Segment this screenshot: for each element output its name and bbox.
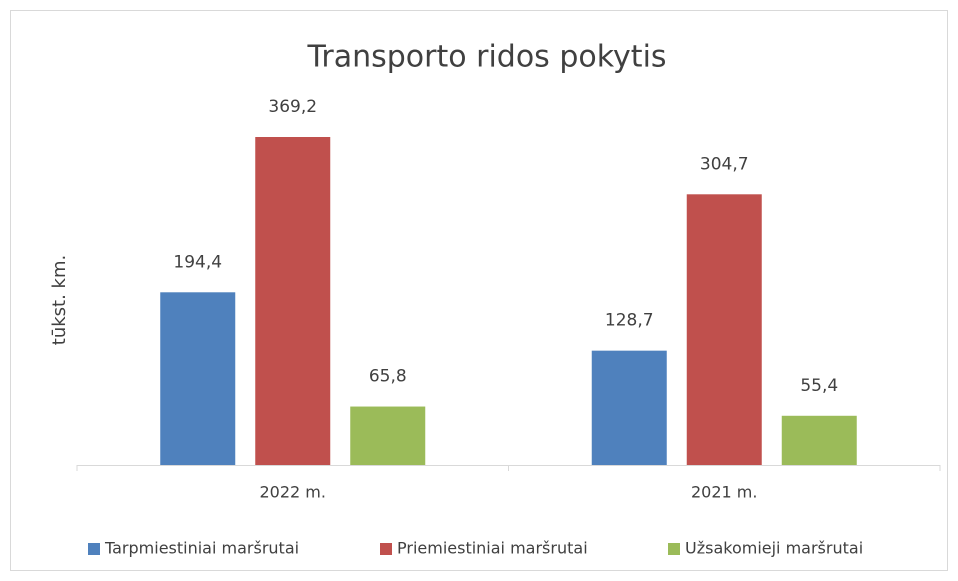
legend-swatch [380,543,392,555]
chart-title: Transporto ridos pokytis [306,40,666,75]
legend-swatch [668,543,680,555]
bar [255,137,331,465]
x-tick-label: 2021 m. [691,483,757,502]
value-label: 194,4 [173,252,222,272]
bar [781,415,857,465]
bar [160,292,236,465]
chart-frame [10,10,948,571]
x-tick-label: 2022 m. [260,483,326,502]
value-label: 65,8 [369,367,407,387]
bar [591,350,667,465]
value-label: 128,7 [605,311,654,331]
legend-label: Užsakomieji maršrutai [685,539,863,558]
legend-label: Tarpmiestiniai maršrutai [104,539,299,558]
y-axis-label: tūkst. km. [49,255,70,345]
legend-swatch [88,543,100,555]
value-label: 304,7 [700,154,749,174]
value-label: 55,4 [800,376,838,396]
value-label: 369,2 [268,97,317,117]
legend-label: Priemiestiniai maršrutai [397,539,588,558]
bar [686,194,762,465]
bar [350,406,426,465]
